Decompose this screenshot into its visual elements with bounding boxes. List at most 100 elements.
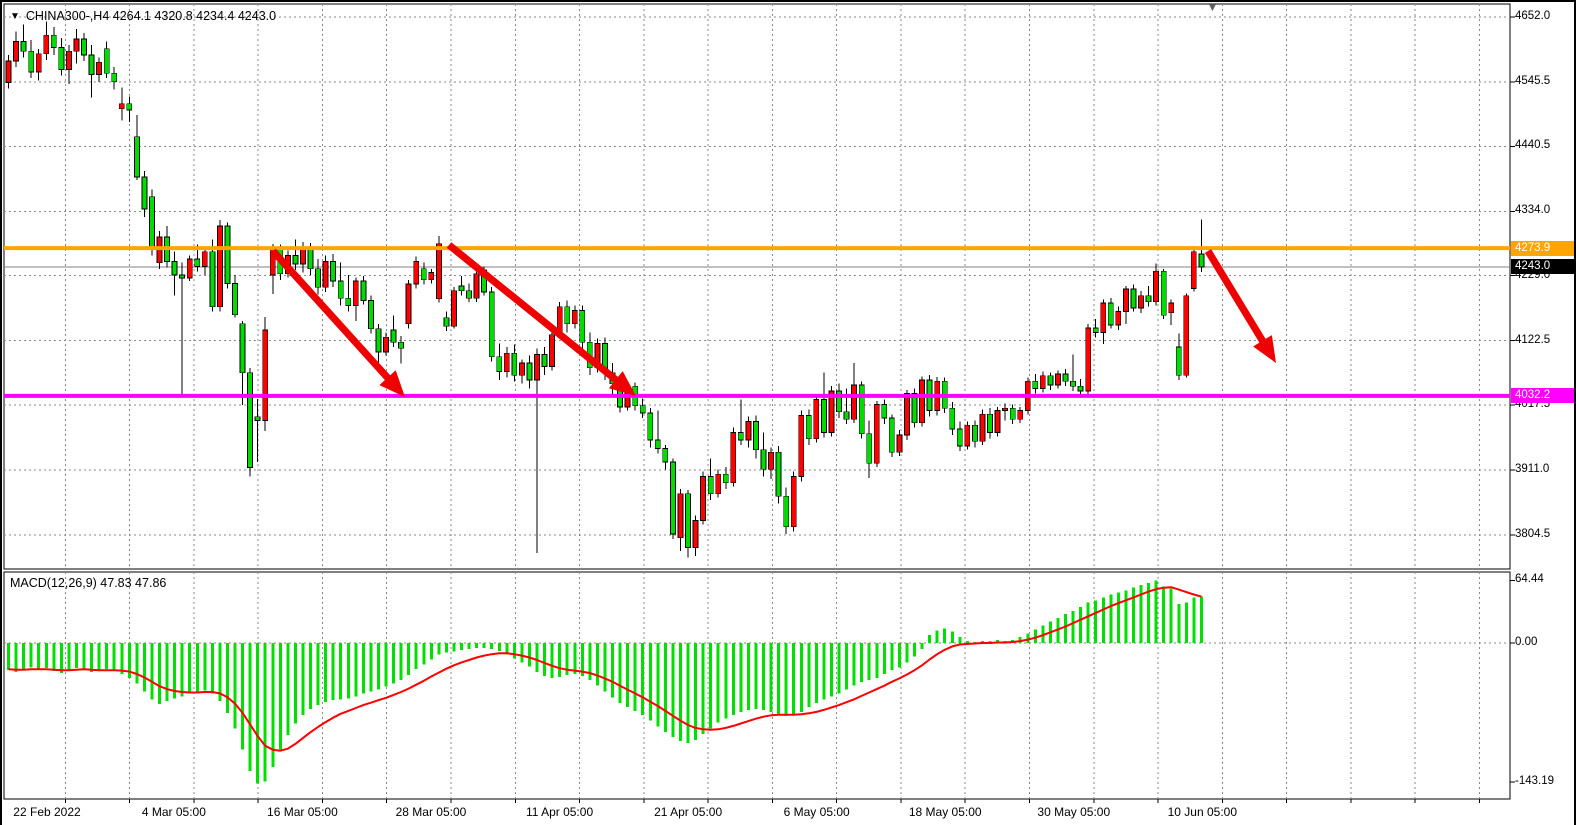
macd-histogram-bar [225, 643, 229, 713]
trend-arrow-annotation[interactable] [1204, 249, 1276, 363]
candle-body [662, 448, 669, 463]
macd-histogram-bar [1086, 602, 1090, 643]
macd-histogram-bar [558, 643, 562, 677]
macd-histogram-bar [482, 643, 486, 648]
macd-histogram-bar [203, 643, 207, 691]
candle-body [81, 38, 87, 56]
candle-body [35, 53, 42, 73]
symbol-dropdown-icon[interactable]: ▼ [10, 11, 20, 22]
macd-histogram-bar [407, 643, 411, 676]
candle-body [805, 415, 812, 440]
candle-body [888, 417, 895, 453]
macd-histogram-bar [1124, 590, 1128, 643]
macd-histogram-bar [467, 643, 471, 649]
date-axis-label: 6 May 05:00 [783, 805, 850, 819]
macd-histogram-bar [14, 643, 18, 673]
candle-body [330, 261, 337, 282]
trend-arrow-annotation[interactable] [446, 242, 636, 396]
date-axis-label: 18 May 05:00 [908, 805, 982, 819]
candle-body [775, 451, 782, 497]
price-axis-label: 4545.5 [1515, 75, 1551, 88]
candle-body [103, 48, 110, 74]
candle-body [345, 297, 352, 306]
candle-body [1047, 375, 1054, 386]
candle-body [821, 399, 827, 434]
candle-body [1138, 295, 1144, 309]
candle-body [171, 261, 178, 276]
macd-histogram-bar [1033, 629, 1037, 643]
macd-histogram-bar [1079, 607, 1083, 643]
candle-body [383, 336, 389, 353]
chart-title-text: CHINA300-,H4 4264.1 4320.8 4234.4 4243.0 [25, 9, 277, 23]
candle-body [186, 258, 193, 279]
macd-histogram-bar [573, 643, 577, 675]
macd-histogram-bar [648, 643, 652, 721]
macd-histogram-bar [1184, 602, 1188, 643]
macd-histogram-bar [1071, 610, 1075, 643]
macd-histogram-bar [701, 643, 705, 735]
macd-histogram-bar [1101, 597, 1105, 643]
macd-histogram-bar [188, 643, 192, 694]
candle-body [979, 413, 986, 442]
candle-body [639, 405, 646, 414]
candle-body [677, 493, 684, 539]
price-axis-label: 4334.0 [1515, 204, 1551, 217]
candle-body [1130, 288, 1137, 309]
date-axis-label: 10 Jun 05:00 [1167, 805, 1238, 819]
macd-histogram-bar [686, 643, 690, 743]
macd-histogram-bar [241, 643, 245, 750]
candle-body [405, 283, 412, 325]
candle-body [987, 413, 993, 434]
macd-histogram-bar [520, 643, 524, 663]
candle-body [873, 404, 880, 464]
macd-histogram-bar [928, 635, 932, 643]
macd-histogram-bar [22, 643, 26, 670]
macd-histogram-bar [82, 643, 86, 670]
trend-arrow-annotation[interactable] [270, 248, 405, 397]
macd-histogram-bar [709, 643, 713, 729]
macd-histogram-bar [44, 643, 48, 669]
candle-body [300, 248, 306, 265]
macd-histogram-bar [595, 643, 599, 686]
macd-histogram-bar [618, 643, 622, 704]
candle-body [654, 439, 661, 449]
macd-histogram-bar [603, 643, 607, 692]
candle-body [322, 261, 329, 288]
main-chart-pane[interactable] [3, 3, 1511, 570]
candle-body [149, 196, 155, 250]
macd-axis-label: 64.44 [1515, 573, 1544, 586]
macd-histogram-bar [429, 643, 433, 660]
candle-body [904, 393, 910, 436]
chart-shift-marker-icon[interactable]: ▼ [1207, 2, 1218, 14]
date-axis-label: 30 May 05:00 [1037, 805, 1111, 819]
macd-histogram-bar [376, 643, 380, 690]
candle-body [1183, 295, 1190, 376]
macd-histogram-bar [535, 643, 539, 673]
date-axis-label: 22 Feb 2022 [13, 805, 81, 819]
candle-body [692, 520, 699, 548]
current-price-tag: 4243.0 [1511, 259, 1574, 275]
macd-histogram-bar [309, 643, 312, 709]
candle-body [670, 461, 676, 535]
candle-body [1175, 346, 1182, 376]
macd-histogram-bar [29, 643, 33, 668]
macd-histogram-bar [913, 643, 916, 657]
date-axis-label: 4 Mar 05:00 [141, 805, 206, 819]
candle-body [398, 341, 405, 349]
macd-histogram-bar [943, 628, 947, 643]
candle-body [239, 323, 246, 374]
macd-histogram-bar [414, 643, 418, 670]
macd-histogram-bar [195, 643, 199, 692]
macd-histogram-bar [829, 643, 833, 697]
macd-histogram-bar [671, 643, 675, 738]
candle-body [458, 285, 465, 292]
macd-histogram-bar [777, 643, 781, 714]
candle-body [88, 54, 95, 75]
candle-body [503, 352, 510, 372]
candle-body [549, 334, 555, 368]
macd-histogram-bar [1139, 584, 1143, 643]
macd-histogram-bar [1169, 588, 1173, 643]
candle-body [209, 251, 216, 308]
macd-histogram-bar [1116, 592, 1120, 643]
